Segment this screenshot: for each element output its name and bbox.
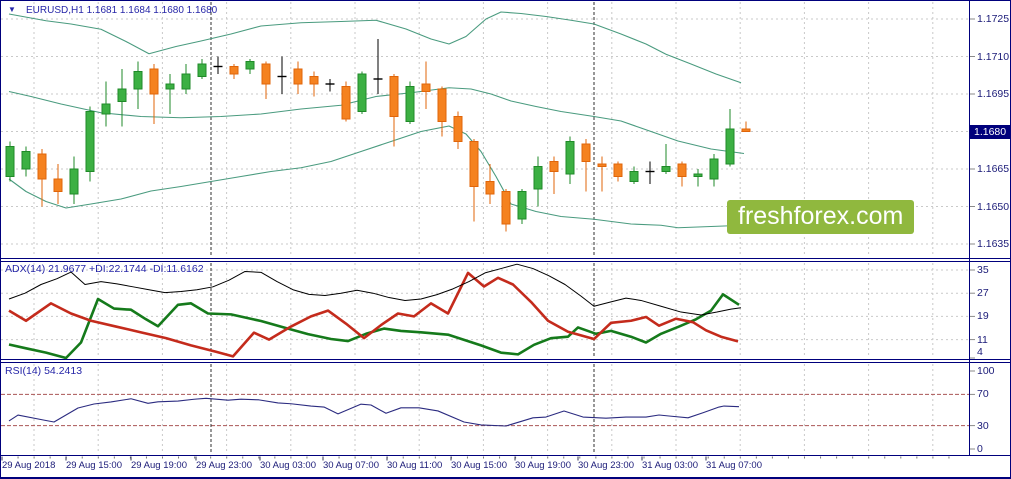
- time-axis-label: 30 Aug 15:00: [451, 460, 507, 471]
- candle-up: [709, 158, 719, 180]
- candle-up: [165, 83, 175, 90]
- adx-series--DI: [8, 271, 739, 358]
- rsi-tick-label: 30: [977, 419, 989, 432]
- candle-down: [437, 88, 447, 122]
- candle-down: [677, 163, 687, 177]
- candle-down: [53, 178, 63, 192]
- rsi-tick-label: 100: [977, 365, 995, 377]
- adx-series-ADX: [8, 263, 742, 316]
- candle-up: [629, 171, 639, 182]
- price-tick-label: 1.1650: [977, 200, 1010, 213]
- candle-up: [117, 88, 127, 102]
- candle-down: [613, 163, 623, 177]
- adx-tick-label: 27: [977, 287, 989, 300]
- candle-down: [261, 63, 271, 85]
- adx-indicator-label: ADX(14) 21.9677 +DI:22.1744 -DI:11.6162: [5, 263, 204, 275]
- price-tick-label: 1.1710: [977, 50, 1010, 63]
- candle-up: [21, 151, 31, 170]
- candle-up: [245, 61, 255, 70]
- candle-down: [485, 181, 495, 195]
- candle-up: [197, 63, 207, 77]
- candle-up: [357, 73, 367, 112]
- time-axis-label: 29 Aug 19:00: [131, 460, 187, 471]
- bollinger-upper: [8, 11, 742, 84]
- price-tick-label: 1.1665: [977, 163, 1010, 175]
- time-axis-label: 30 Aug 23:00: [578, 460, 634, 471]
- candle-up: [181, 73, 191, 90]
- candle-up: [725, 128, 735, 165]
- candle-up: [133, 71, 143, 90]
- candle-down: [149, 68, 159, 95]
- adx-series-+DI: [8, 293, 740, 360]
- time-axis-label: 29 Aug 2018: [2, 460, 56, 471]
- time-axis-label: 30 Aug 19:00: [515, 460, 571, 471]
- broker-watermark: freshforex.com: [727, 200, 915, 234]
- time-axis-label: 30 Aug 03:00: [260, 460, 316, 471]
- time-axis-label: 30 Aug 07:00: [323, 460, 379, 471]
- time-axis-label: 31 Aug 07:00: [706, 460, 762, 471]
- symbol-quote-line: EURUSD,H1 1.1681 1.1684 1.1680 1.1680: [26, 5, 218, 16]
- candle-down: [501, 191, 511, 225]
- candle-down: [581, 143, 591, 162]
- time-axis-label: 29 Aug 15:00: [66, 460, 122, 471]
- candle-down: [37, 153, 47, 180]
- candle-down: [341, 86, 351, 120]
- candle-down: [741, 128, 751, 132]
- candle-down: [453, 116, 463, 142]
- time-axis[interactable]: 29 Aug 2018 29 Aug 15:00 29 Aug 19:00 29 Au…: [1, 456, 1010, 478]
- candle-up: [69, 168, 79, 195]
- current-price-badge: 1.1680: [969, 125, 1010, 139]
- rsi-indicator-label: RSI(14) 54.2413: [5, 365, 83, 377]
- price-scale[interactable]: 1.1725 1.1710 1.1695 1.1680 1.1665 1.1650 1.16…: [970, 1, 1010, 456]
- candle-down: [549, 161, 559, 172]
- candle-up: [85, 111, 95, 172]
- time-axis-label: 30 Aug 11:00: [387, 460, 443, 471]
- candle-up: [661, 166, 671, 172]
- price-tick-label: 1.1695: [977, 88, 1010, 100]
- adx-tick-label: 19: [977, 310, 989, 323]
- candle-up: [405, 86, 415, 122]
- candle-up: [693, 173, 703, 177]
- rsi-series: [8, 397, 740, 427]
- price-tick-label: 1.1635: [977, 238, 1010, 250]
- candle-down: [597, 163, 607, 167]
- candle-up: [565, 141, 575, 175]
- time-axis-label: 31 Aug 03:00: [642, 460, 698, 471]
- candle-down: [389, 76, 399, 117]
- rsi-tick-label: 0: [977, 443, 983, 455]
- candle-down: [309, 76, 319, 85]
- candle-up: [533, 166, 543, 190]
- candle-down: [469, 141, 479, 187]
- candle-down: [293, 68, 303, 85]
- candle-up: [5, 146, 15, 177]
- price-tick-label: 1.1725: [977, 13, 1010, 25]
- adx-tick-label: 4: [977, 346, 983, 358]
- candle-up: [517, 191, 527, 220]
- candle-down: [421, 83, 431, 92]
- bollinger-lower: [8, 125, 745, 229]
- time-axis-label: 29 Aug 23:00: [196, 460, 252, 471]
- adx-tick-label: 35: [977, 264, 989, 276]
- candle-up: [101, 103, 111, 115]
- rsi-tick-label: 70: [977, 388, 989, 401]
- candle-down: [229, 66, 239, 75]
- symbol-dropdown-icon[interactable]: ▼: [8, 5, 16, 14]
- adx-tick-label: 11: [977, 333, 988, 346]
